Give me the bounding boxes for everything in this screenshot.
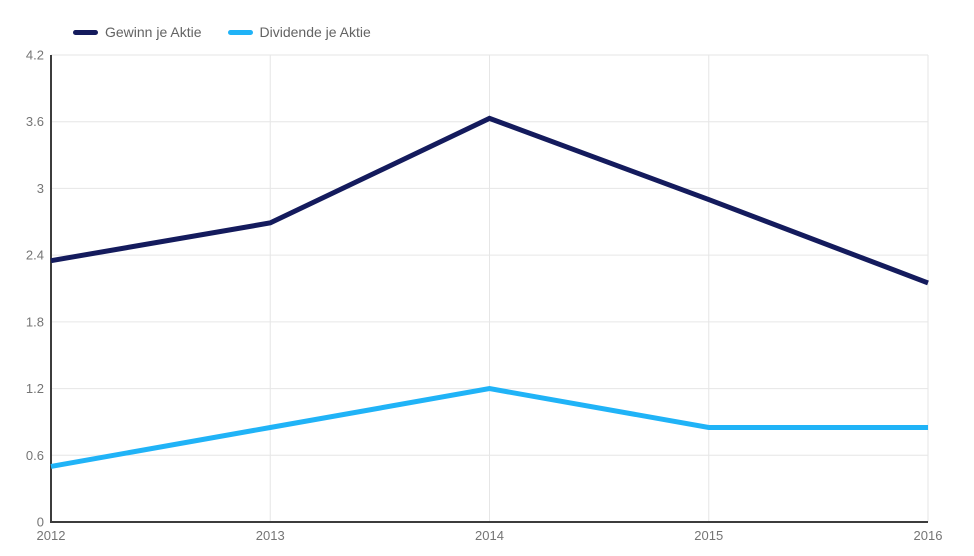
series-line-0 — [50, 115, 929, 286]
legend-label-dividende: Dividende je Aktie — [259, 24, 371, 40]
legend-item-dividende[interactable]: Dividende je Aktie — [227, 24, 371, 40]
x-tick-label: 2012 — [37, 528, 66, 543]
x-tick-label: 2014 — [475, 528, 504, 543]
y-tick-label: 1.8 — [26, 314, 44, 329]
x-tick-label: 2016 — [914, 528, 943, 543]
chart-legend: Gewinn je Aktie Dividende je Aktie — [73, 24, 371, 40]
y-tick-label: 0 — [37, 515, 44, 530]
y-tick-label: 3.6 — [26, 114, 44, 129]
x-tick-label: 2015 — [694, 528, 723, 543]
dividende-series-swatch — [227, 29, 253, 35]
y-tick-label: 4.2 — [26, 48, 44, 63]
x-tick-label: 2013 — [256, 528, 285, 543]
series-line-1 — [50, 386, 928, 469]
y-tick-label: 1.2 — [26, 381, 44, 396]
legend-item-gewinn[interactable]: Gewinn je Aktie — [73, 24, 202, 40]
y-tick-label: 0.6 — [26, 448, 44, 463]
y-tick-label: 3 — [37, 181, 44, 196]
legend-label-gewinn: Gewinn je Aktie — [105, 24, 202, 40]
gewinn-series-swatch — [73, 29, 98, 35]
y-tick-label: 2.4 — [26, 248, 44, 263]
